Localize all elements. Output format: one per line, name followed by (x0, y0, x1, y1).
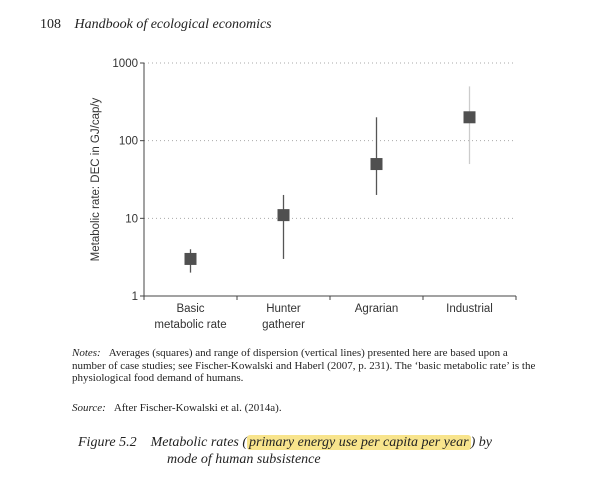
x-tick-label: Basic (176, 303, 204, 315)
average-marker (277, 209, 290, 222)
caption-text-after: ) by (470, 435, 492, 450)
figure-number: Figure 5.2 (78, 435, 137, 450)
metabolic-rate-chart: 1 10 100 1000 Metabolic rate: DEC in GJ/cap/… (90, 58, 517, 331)
y-tick-label: 10 (125, 213, 138, 225)
source-label: Source: (72, 402, 106, 414)
notes-label: Notes: (72, 347, 101, 359)
x-tick-label: Agrarian (355, 303, 398, 315)
average-marker (463, 111, 476, 124)
page-number: 108 (40, 17, 61, 32)
figure-notes: Notes: Averages (squares) and range of di… (72, 347, 542, 385)
source-text: After Fischer-Kowalski et al. (2014a). (113, 402, 282, 414)
x-tick-label: Industrial (446, 303, 493, 315)
y-axis-label: Metabolic rate: DEC in GJ/cap/y (90, 97, 102, 261)
figure-source: Source: After Fischer-Kowalski et al. (20… (72, 402, 282, 414)
running-header: 108 Handbook of ecological economics (40, 17, 272, 33)
x-tick-label: gatherer (262, 319, 305, 331)
x-tick-label: Hunter (266, 303, 301, 315)
notes-text: Averages (squares) and range of dispersi… (72, 347, 536, 384)
book-title: Handbook of ecological economics (74, 17, 272, 32)
average-marker (370, 158, 383, 171)
highlighted-text[interactable]: primary energy use per capita per year (247, 435, 471, 450)
y-tick-label: 100 (119, 136, 138, 148)
caption-text-before: Metabolic rates ( (150, 435, 248, 450)
figure-caption: Figure 5.2 Metabolic rates (primary energ… (78, 434, 492, 468)
caption-line-2: mode of human subsistence (167, 452, 321, 467)
average-marker (184, 252, 197, 265)
y-tick-label: 1 (132, 291, 138, 303)
y-tick-label: 1000 (112, 58, 138, 70)
x-tick-label: metabolic rate (154, 319, 226, 331)
